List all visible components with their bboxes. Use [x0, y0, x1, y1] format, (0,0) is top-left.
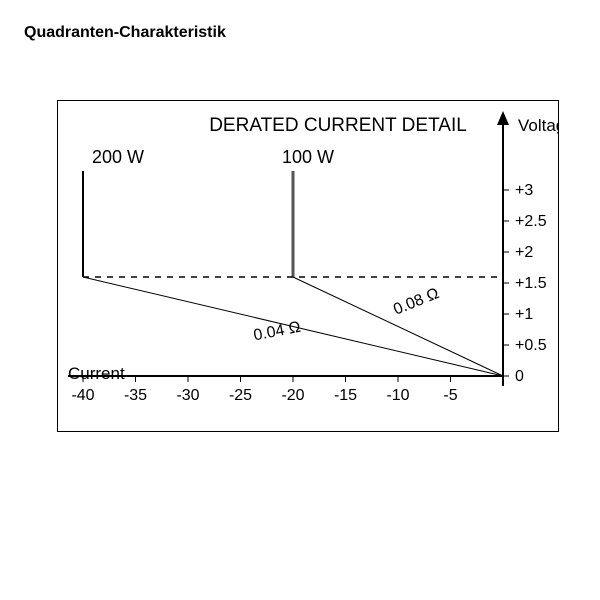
- y-tick-label: +1.5: [515, 275, 547, 292]
- page-title: Quadranten-Charakteristik: [24, 24, 226, 42]
- quadrant-chart: -40 -35 -30 -25 -20 -15 -10 -5 0 +0.5 +1 +1.5 +2 +2.5…: [58, 101, 558, 431]
- label-xlabel: Current: [68, 364, 125, 383]
- x-tick-label: -10: [386, 387, 409, 404]
- y-tick-label: +0.5: [515, 337, 547, 354]
- y-tick-label: +3: [515, 182, 533, 199]
- label-w100: 100 W: [282, 147, 334, 167]
- x-tick-label: -30: [176, 387, 199, 404]
- y-tick-label: 0: [515, 368, 524, 385]
- x-tick-label: -35: [124, 387, 147, 404]
- x-tick-label: -25: [229, 387, 252, 404]
- label-w200: 200 W: [92, 147, 144, 167]
- line-r008line: [293, 277, 503, 376]
- y-tick-label: +2.5: [515, 213, 547, 230]
- y-axis-arrow: [497, 111, 509, 125]
- label-r008: 0.08 Ω: [391, 285, 441, 319]
- y-tick-label: +2: [515, 244, 533, 261]
- x-tick-label: -5: [443, 387, 457, 404]
- x-tick-label: -15: [334, 387, 357, 404]
- label-title: DERATED CURRENT DETAIL: [209, 115, 467, 136]
- y-tick-label: +1: [515, 306, 533, 323]
- label-r004: 0.04 Ω: [252, 319, 302, 345]
- chart-frame: -40 -35 -30 -25 -20 -15 -10 -5 0 +0.5 +1 +1.5 +2 +2.5…: [57, 100, 559, 432]
- label-ylabel: Voltage: [518, 116, 558, 135]
- x-tick-label: -20: [281, 387, 304, 404]
- x-tick-label: -40: [71, 387, 94, 404]
